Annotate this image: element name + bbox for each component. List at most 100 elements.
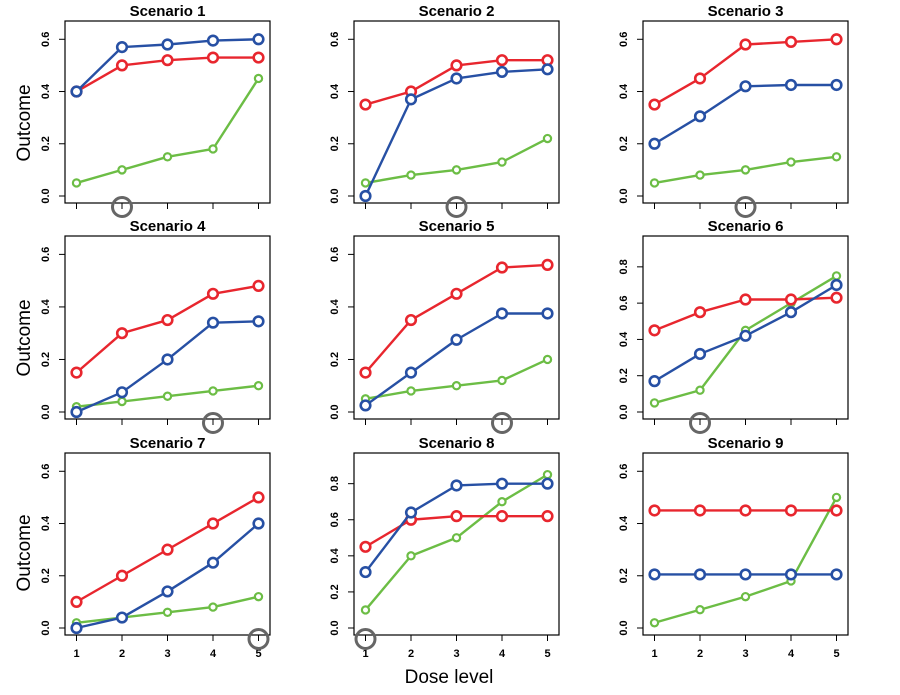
y-tick-label: 0.0 [618, 404, 630, 419]
data-point-red [830, 504, 843, 517]
data-point-blue [541, 477, 554, 490]
data-point-green [451, 533, 462, 543]
data-point-red [693, 504, 707, 517]
y-tick-label: 0.4 [618, 515, 630, 531]
panel-scenario-8: Scenario 8 0.0 0.2 0.4 0.6 0.8 1 2 3 4 5 [329, 435, 560, 660]
y-axis-label-row-1: Outcome [14, 84, 35, 161]
data-point-blue [70, 85, 83, 98]
data-point-blue [206, 316, 220, 329]
data-point-blue [541, 307, 554, 320]
y-tick-label: 0.2 [329, 136, 341, 151]
data-point-red [206, 51, 220, 64]
panel-scenario-3: Scenario 3 0.0 0.2 0.4 0.6 [618, 3, 849, 218]
data-point-green [542, 469, 553, 480]
y-tick-label: 0.2 [618, 368, 630, 383]
y-tick-label: 0.0 [329, 620, 341, 635]
y-tick-label: 0.6 [618, 32, 630, 47]
data-point-green [406, 551, 416, 561]
y-tick-label: 0.4 [618, 331, 630, 347]
data-point-green [162, 391, 173, 401]
x-tick-label: 4 [210, 648, 217, 660]
mtd-marker-circle [111, 196, 133, 218]
data-point-red [784, 293, 798, 306]
x-tick-label: 3 [453, 648, 459, 660]
data-point-green [695, 170, 705, 180]
x-tick-label: 2 [408, 648, 414, 660]
data-point-green [740, 591, 751, 602]
data-point-blue [495, 477, 509, 490]
y-tick-label: 0.4 [40, 515, 52, 531]
data-point-blue [739, 329, 752, 342]
x-tick-label: 4 [499, 648, 506, 660]
data-point-red [784, 504, 798, 517]
data-point-blue [359, 189, 372, 203]
series-line-blue [364, 312, 548, 407]
mtd-marker-circle [247, 628, 270, 650]
data-point-green [695, 605, 705, 615]
y-tick-label: 0.6 [329, 247, 341, 262]
data-point-red [495, 261, 509, 274]
panel-title: Scenario 1 [130, 3, 206, 20]
x-tick-label: 3 [742, 648, 748, 660]
y-tick-label: 0.0 [329, 404, 341, 419]
data-point-green [253, 591, 264, 602]
series-line-green [365, 137, 549, 185]
data-point-green [253, 381, 264, 391]
y-tick-label: 0.8 [329, 476, 341, 491]
y-tick-label: 0.2 [40, 136, 52, 151]
x-tick-label: 2 [697, 648, 703, 660]
data-point-red [161, 54, 174, 67]
y-tick-label: 0.4 [40, 83, 52, 99]
data-point-red [252, 51, 265, 64]
data-point-blue [404, 93, 418, 106]
data-point-blue [115, 386, 129, 399]
panel-scenario-5: Scenario 5 0.0 0.2 0.4 0.6 [329, 218, 560, 434]
panel-title: Scenario 8 [419, 435, 495, 452]
data-point-red [115, 59, 129, 72]
data-point-red [161, 543, 174, 556]
mtd-marker-circle [445, 196, 468, 218]
data-point-blue [495, 307, 509, 320]
data-point-blue [206, 34, 220, 47]
data-point-green [831, 271, 842, 281]
panel-scenario-4: Scenario 4 0.0 0.2 0.4 0.6 [40, 218, 271, 434]
panel-scenario-2: Scenario 2 0.0 0.2 0.4 0.6 [329, 3, 560, 218]
panel-title: Scenario 6 [708, 218, 784, 235]
data-point-green [649, 398, 660, 408]
data-point-green [162, 152, 173, 162]
y-tick-label: 0.6 [329, 32, 341, 47]
data-point-blue [739, 568, 752, 581]
data-point-red [206, 287, 220, 300]
y-tick-label: 0.2 [40, 568, 52, 583]
data-point-green [208, 602, 218, 612]
data-point-green [649, 178, 660, 188]
y-tick-label: 0.2 [618, 136, 630, 151]
mtd-marker-circle [491, 412, 513, 434]
y-tick-label: 0.4 [40, 298, 52, 314]
data-point-red [70, 595, 83, 608]
data-point-blue [830, 568, 843, 581]
data-point-red [359, 540, 372, 553]
panel-title: Scenario 4 [130, 218, 207, 235]
data-point-green [497, 157, 507, 167]
data-point-red [359, 98, 372, 111]
mtd-marker-circle [689, 412, 711, 434]
data-point-green [695, 385, 705, 395]
data-point-blue [648, 375, 661, 388]
data-point-blue [541, 63, 554, 76]
x-tick-label: 1 [651, 648, 657, 660]
data-point-green [451, 381, 462, 391]
data-point-red [450, 287, 463, 300]
y-tick-label: 0.2 [618, 568, 630, 583]
data-point-green [451, 165, 462, 175]
data-point-green [542, 354, 553, 365]
data-point-blue [693, 110, 707, 123]
data-point-blue [161, 585, 174, 598]
y-tick-label: 0.8 [618, 259, 630, 274]
y-tick-label: 0.2 [40, 352, 52, 367]
data-point-red [830, 291, 843, 304]
series-line-blue [364, 482, 548, 573]
data-point-green [253, 73, 264, 84]
plot-frame [642, 452, 849, 636]
data-point-blue [359, 399, 372, 412]
